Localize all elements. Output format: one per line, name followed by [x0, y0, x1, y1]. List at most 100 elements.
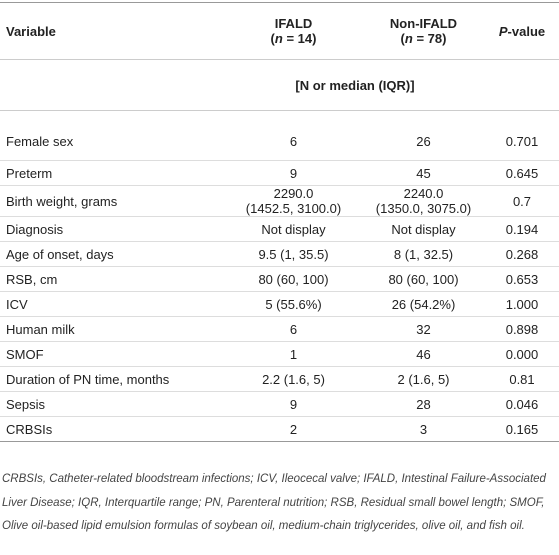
table-cell: 0.165 — [485, 416, 559, 442]
table-row: SMOF 1 46 0.000 — [0, 341, 559, 367]
table-row: RSB, cm 80 (60, 100) 80 (60, 100) 0.653 — [0, 266, 559, 292]
table-cell: 80 (60, 100) — [225, 266, 362, 292]
table-cell: 2 — [225, 416, 362, 442]
table-cell: 46 — [362, 341, 485, 367]
header-text: Variable — [6, 23, 56, 39]
table-cell: Diagnosis — [0, 216, 225, 242]
table-cell: 5 (55.6%) — [225, 291, 362, 317]
table-cell: 0.7 — [485, 185, 559, 217]
header-text: = 14) — [282, 31, 317, 46]
table-cell: Not display — [362, 216, 485, 242]
table-row: Duration of PN time, months 2.2 (1.6, 5) 2… — [0, 366, 559, 392]
table-cell: 0.000 — [485, 341, 559, 367]
table-cell: 1.000 — [485, 291, 559, 317]
header-text: -value — [507, 23, 546, 39]
table-cell: 0.701 — [485, 110, 559, 161]
subheader: [N or median (IQR)] — [225, 59, 485, 111]
cell-text: 26 (54.2%) — [391, 296, 456, 312]
table-cell: RSB, cm — [0, 266, 225, 292]
table-cell: Birth weight, grams — [0, 185, 225, 217]
table-cell: SMOF — [0, 341, 225, 367]
cell-text: 80 (60, 100) — [258, 271, 329, 287]
cell-text: 6 — [289, 134, 298, 149]
cell-text: 2240.0 — [403, 186, 444, 201]
table-row: Age of onset, days 9.5 (1, 35.5) 8 (1, 32.… — [0, 241, 559, 267]
cell-text: 0.000 — [505, 346, 539, 362]
cell-text: 2 (1.6, 5) — [397, 371, 450, 387]
cell-text: Not display — [391, 221, 456, 237]
table-cell: Preterm — [0, 160, 225, 186]
cell-text: 1 — [289, 346, 298, 362]
cell-text: 0.653 — [505, 271, 539, 287]
table-cell: Sepsis — [0, 391, 225, 417]
header-text: n — [274, 31, 283, 46]
cell-text: 0.81 — [509, 371, 535, 387]
cell-text: (1350.0, 3075.0) — [375, 201, 472, 216]
header-cell: IFALD (n = 14) — [225, 2, 362, 60]
table-body: Female sex 6 26 0.701 Preterm 9 45 0.645 Birth w… — [0, 110, 559, 442]
cell-text: 2290.0 — [273, 186, 314, 201]
header-text: ( — [270, 31, 275, 46]
header-text: Non-IFALD — [389, 16, 458, 31]
table-cell: 3 — [362, 416, 485, 442]
subheader-row: [N or median (IQR)] — [0, 59, 559, 111]
table-cell: 2.2 (1.6, 5) — [225, 366, 362, 392]
cell-text: 6 — [289, 321, 298, 337]
table-row: Human milk 6 32 0.898 — [0, 316, 559, 342]
cell — [0, 59, 225, 111]
table-cell: 26 (54.2%) — [362, 291, 485, 317]
table-cell: 8 (1, 32.5) — [362, 241, 485, 267]
table-cell: Age of onset, days — [0, 241, 225, 267]
table-cell: 2 (1.6, 5) — [362, 366, 485, 392]
cell-text: 32 — [416, 321, 431, 337]
header-text: = 78) — [412, 31, 447, 46]
cell-text: 2.2 (1.6, 5) — [262, 371, 325, 387]
cell-text: 0.701 — [505, 134, 539, 149]
table-cell: 6 — [225, 316, 362, 342]
header-text: P — [498, 23, 508, 39]
footnote: CRBSIs, Catheter-related bloodstream inf… — [2, 473, 546, 532]
table-cell: 0.898 — [485, 316, 559, 342]
cell-text: 9.5 (1, 35.5) — [258, 246, 329, 262]
table-row: Sepsis 9 28 0.046 — [0, 391, 559, 417]
table-cell: 6 — [225, 110, 362, 161]
table-cell: 0.81 — [485, 366, 559, 392]
header-row: Variable IFALD (n = 14) Non-IFALD (n = 78) P-… — [0, 2, 559, 60]
table-row: Diagnosis Not display Not display 0.194 — [0, 216, 559, 242]
table-cell: 32 — [362, 316, 485, 342]
table-cell: 2290.0 (1452.5, 3100.0) — [225, 185, 362, 217]
table-cell: 2240.0 (1350.0, 3075.0) — [362, 185, 485, 217]
cell-text: 9 — [289, 396, 298, 412]
table-cell: Human milk — [0, 316, 225, 342]
cell — [485, 59, 559, 111]
table-cell: 9 — [225, 391, 362, 417]
table-cell: 9 — [225, 160, 362, 186]
header-cell: P-value — [485, 2, 559, 60]
cell-text: 0.165 — [505, 421, 539, 437]
table-row: Female sex 6 26 0.701 — [0, 110, 559, 161]
header-text: ( — [400, 31, 405, 46]
header-text: IFALD — [274, 16, 313, 31]
cell-text: 0.268 — [505, 246, 539, 262]
table-cell: 0.194 — [485, 216, 559, 242]
table-cell: 0.653 — [485, 266, 559, 292]
table-cell: 0.268 — [485, 241, 559, 267]
cell-text: 8 (1, 32.5) — [393, 246, 454, 262]
cell-text: 45 — [416, 165, 431, 181]
table-row: ICV 5 (55.6%) 26 (54.2%) 1.000 — [0, 291, 559, 317]
table-cell: CRBSIs — [0, 416, 225, 442]
cell-text: 5 (55.6%) — [265, 296, 322, 312]
data-table: Variable IFALD (n = 14) Non-IFALD (n = 78) P-… — [0, 2, 559, 442]
cell-text: 46 — [416, 346, 431, 362]
cell-text: 0.645 — [505, 165, 539, 181]
table-cell: Female sex — [0, 110, 225, 161]
cell-text: 2 — [289, 421, 298, 437]
cell-text: 3 — [419, 421, 428, 437]
cell-text: 0.046 — [505, 396, 539, 412]
header-cell: Variable — [0, 2, 225, 60]
table-cell: ICV — [0, 291, 225, 317]
header-cell: Non-IFALD (n = 78) — [362, 2, 485, 60]
cell-text: 80 (60, 100) — [388, 271, 459, 287]
table-cell: 0.046 — [485, 391, 559, 417]
